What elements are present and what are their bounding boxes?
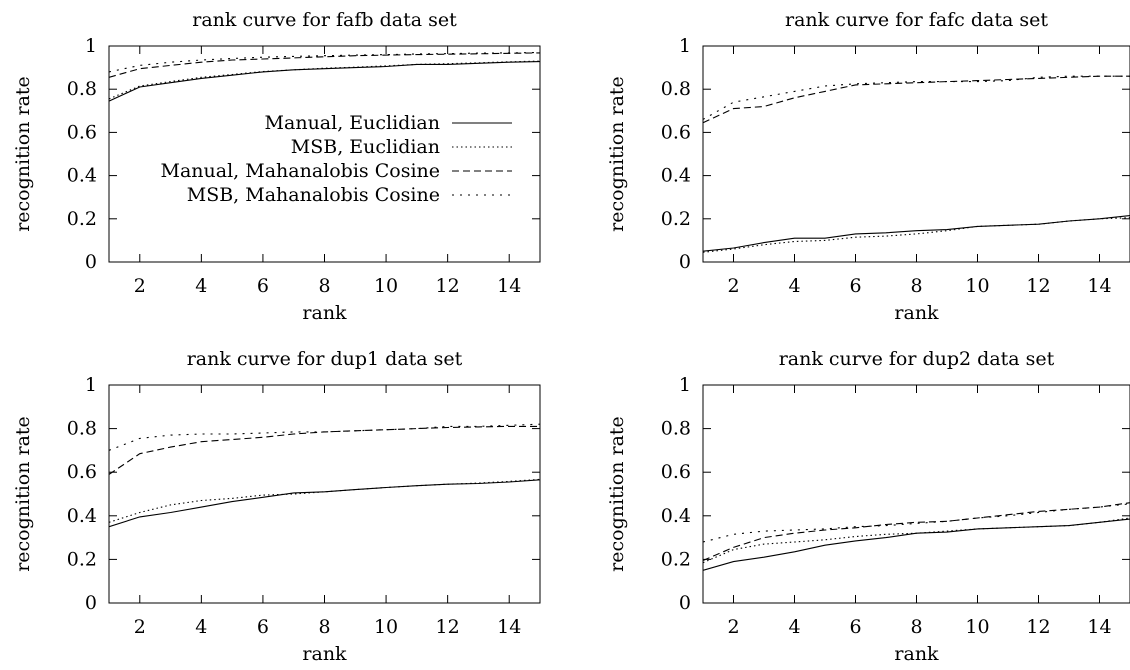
y-tick-label: 0 — [679, 592, 691, 614]
y-tick-label: 0.6 — [661, 121, 691, 143]
x-tick-label: 12 — [436, 616, 460, 638]
y-tick-label: 0.2 — [67, 548, 97, 570]
y-tick-label: 1 — [679, 35, 691, 57]
x-tick-label: 10 — [374, 616, 398, 638]
x-tick-label: 12 — [1026, 616, 1050, 638]
x-tick-label: 4 — [195, 616, 207, 638]
series-line-1 — [703, 215, 1130, 252]
y-tick-label: 0.6 — [67, 121, 97, 143]
series-line-4 — [109, 423, 540, 451]
y-tick-label: 0.8 — [661, 418, 691, 440]
series-line-4 — [109, 51, 540, 73]
x-axis-label: rank — [302, 302, 347, 324]
chart-title: rank curve for dup2 data set — [779, 348, 1055, 370]
y-tick-label: 0.6 — [661, 461, 691, 483]
x-tick-label: 14 — [1087, 616, 1111, 638]
x-tick-label: 14 — [497, 275, 521, 297]
y-tick-label: 0.6 — [67, 461, 97, 483]
y-tick-label: 0 — [679, 251, 691, 273]
y-tick-label: 0.2 — [661, 208, 691, 230]
legend-label: Manual, Euclidian — [265, 112, 440, 134]
y-tick-label: 0.8 — [67, 78, 97, 100]
x-axis-label: rank — [894, 643, 939, 665]
x-tick-label: 14 — [497, 616, 521, 638]
y-tick-label: 1 — [85, 374, 97, 396]
x-tick-label: 6 — [257, 616, 269, 638]
x-tick-label: 4 — [788, 616, 800, 638]
x-tick-label: 4 — [195, 275, 207, 297]
legend-label: MSB, Mahanalobis Cosine — [187, 184, 440, 206]
x-tick-label: 2 — [134, 616, 146, 638]
chart-panel-4: rank curve for dup2 data set 0 0.2 0.4 0.6 0.… — [606, 348, 1130, 665]
series-line-4 — [703, 503, 1130, 543]
x-tick-label: 6 — [849, 616, 861, 638]
x-tick-label: 8 — [318, 616, 330, 638]
x-tick-label: 2 — [727, 616, 739, 638]
x-tick-label: 4 — [788, 275, 800, 297]
series-line-1 — [703, 518, 1130, 571]
x-tick-label: 2 — [134, 275, 146, 297]
series-line-1 — [109, 479, 540, 528]
y-tick-label: 0.4 — [661, 165, 691, 187]
x-axis-label: rank — [302, 643, 347, 665]
x-tick-label: 10 — [374, 275, 398, 297]
x-tick-label: 12 — [1026, 275, 1050, 297]
y-axis-label: recognition rate — [12, 76, 34, 232]
y-axis-label: recognition rate — [12, 416, 34, 572]
series-line-2 — [703, 517, 1130, 564]
series-line-4 — [703, 75, 1130, 120]
series-line-3 — [109, 52, 540, 78]
y-tick-label: 0.8 — [67, 418, 97, 440]
y-tick-label: 1 — [679, 374, 691, 396]
chart-title: rank curve for fafb data set — [192, 9, 457, 31]
y-tick-label: 0.4 — [661, 505, 691, 527]
chart-panel-2: rank curve for fafc data set 0 0.2 0.4 0.6 0.… — [606, 9, 1130, 324]
y-tick-label: 0 — [85, 251, 97, 273]
series-line-2 — [109, 478, 540, 523]
x-tick-label: 12 — [436, 275, 460, 297]
x-tick-label: 6 — [849, 275, 861, 297]
y-tick-label: 0 — [85, 592, 97, 614]
y-tick-label: 0.4 — [67, 505, 97, 527]
series-line-2 — [703, 217, 1130, 253]
x-tick-label: 14 — [1087, 275, 1111, 297]
series-line-2 — [109, 60, 540, 100]
x-tick-label: 8 — [910, 275, 922, 297]
x-tick-label: 8 — [910, 616, 922, 638]
plot-frame — [702, 45, 1130, 263]
x-tick-label: 8 — [318, 275, 330, 297]
chart-panel-1: rank curve for fafb data set 0 0.2 0.4 0.6 0.… — [12, 9, 541, 324]
chart-panel-3: rank curve for dup1 data set 0 0.2 0.4 0.6 0.… — [12, 348, 541, 665]
chart-title: rank curve for fafc data set — [785, 9, 1048, 31]
series-line-3 — [703, 502, 1130, 562]
series-line-3 — [703, 75, 1130, 124]
y-tick-label: 0.4 — [67, 165, 97, 187]
x-tick-label: 2 — [727, 275, 739, 297]
x-axis-label: rank — [894, 302, 939, 324]
y-axis-label: recognition rate — [606, 76, 628, 232]
plot-frame — [702, 384, 1130, 604]
x-tick-label: 10 — [965, 616, 989, 638]
y-tick-label: 0.2 — [67, 208, 97, 230]
y-axis-label: recognition rate — [606, 416, 628, 572]
y-tick-label: 0.8 — [661, 78, 691, 100]
x-tick-label: 6 — [257, 275, 269, 297]
legend-label: Manual, Mahanalobis Cosine — [161, 160, 440, 182]
series-line-3 — [109, 425, 540, 475]
series-line-1 — [109, 61, 540, 102]
y-tick-label: 0.2 — [661, 548, 691, 570]
chart-title: rank curve for dup1 data set — [187, 348, 463, 370]
plot-frame — [108, 384, 541, 604]
y-tick-label: 1 — [85, 35, 97, 57]
x-tick-label: 10 — [965, 275, 989, 297]
legend-label: MSB, Euclidian — [291, 136, 440, 158]
